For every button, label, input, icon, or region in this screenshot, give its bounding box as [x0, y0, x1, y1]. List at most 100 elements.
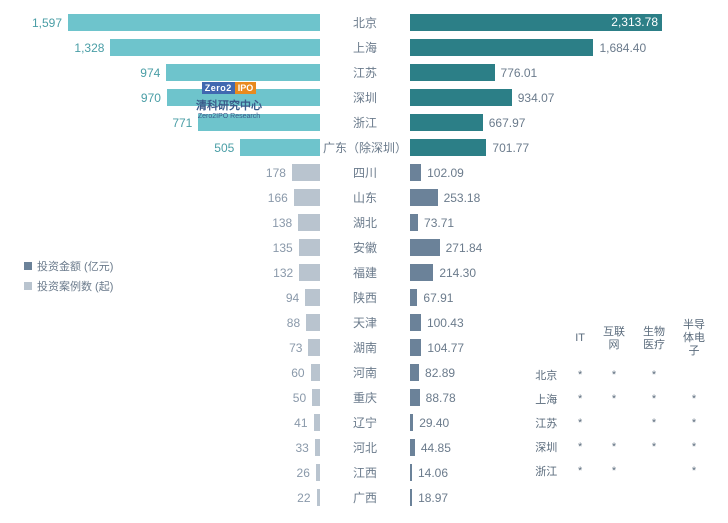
table-cell: *: [594, 459, 634, 483]
amount-value: 67.91: [423, 291, 453, 305]
cases-bar: [299, 264, 320, 281]
table-cell: [634, 459, 674, 483]
table-cell: *: [674, 459, 714, 483]
amount-value: 44.85: [421, 441, 451, 455]
table-cell: *: [634, 435, 674, 459]
cases-bar: [68, 14, 320, 31]
amount-bar: [410, 464, 412, 481]
cases-bar: [298, 214, 320, 231]
table-cell: *: [566, 363, 594, 387]
amount-bar: [410, 364, 419, 381]
amount-value: 82.89: [425, 366, 455, 380]
amount-value: 100.43: [427, 316, 464, 330]
amount-value: 18.97: [418, 491, 448, 505]
amount-bar: [410, 439, 415, 456]
cases-value: 33: [295, 441, 308, 455]
chart-row: 138湖北73.71: [0, 210, 728, 235]
sector-table: IT互联网生物医疗半导体电子北京***上海****江苏***深圳****浙江**…: [526, 315, 714, 483]
cases-bar: [166, 64, 320, 81]
chart-row: 970深圳934.07: [0, 85, 728, 110]
cases-bar: [198, 114, 320, 131]
table-cell: *: [566, 459, 594, 483]
cases-bar: [240, 139, 320, 156]
region-label: 广东（除深圳）: [320, 139, 410, 156]
cases-value: 60: [291, 366, 304, 380]
cases-bar: [317, 489, 320, 506]
table-row-header: 江苏: [526, 411, 566, 435]
cases-value: 138: [272, 216, 292, 230]
amount-value: 214.30: [439, 266, 476, 280]
table-column-header: IT: [566, 315, 594, 363]
legend-item: 投资案例数 (起): [24, 278, 113, 294]
chart-row: 1,597北京2,313.78: [0, 10, 728, 35]
cases-value: 1,597: [32, 16, 62, 30]
region-label: 河北: [320, 439, 410, 456]
amount-bar: [410, 239, 440, 256]
region-label: 重庆: [320, 389, 410, 406]
cases-bar: [311, 364, 320, 381]
region-label: 山东: [320, 189, 410, 206]
cases-bar: [299, 239, 320, 256]
cases-value: 73: [289, 341, 302, 355]
table-row-header: 北京: [526, 363, 566, 387]
cases-bar: [294, 189, 320, 206]
table-row: 上海****: [526, 387, 714, 411]
legend-swatch: [24, 262, 32, 270]
cases-value: 132: [273, 266, 293, 280]
amount-bar: [410, 289, 417, 306]
cases-bar: [306, 314, 320, 331]
amount-value: 29.40: [419, 416, 449, 430]
cases-value: 50: [293, 391, 306, 405]
cases-value: 88: [287, 316, 300, 330]
amount-bar: [410, 164, 421, 181]
table-cell: *: [634, 411, 674, 435]
chart-row: 135安徽271.84: [0, 235, 728, 260]
legend-item: 投资金额 (亿元): [24, 258, 113, 274]
region-label: 广西: [320, 489, 410, 506]
cases-value: 94: [286, 291, 299, 305]
cases-value: 41: [294, 416, 307, 430]
region-label: 浙江: [320, 114, 410, 131]
amount-bar: [410, 39, 593, 56]
region-label: 上海: [320, 39, 410, 56]
table-cell: *: [594, 387, 634, 411]
amount-bar: [410, 189, 438, 206]
chart-row: 771 浙江 667.97: [0, 110, 728, 135]
amount-value: 88.78: [426, 391, 456, 405]
amount-bar: 2,313.78: [410, 14, 662, 31]
cases-bar: [316, 464, 320, 481]
chart-row: 974江苏776.01: [0, 60, 728, 85]
table-column-header: 互联网: [594, 315, 634, 363]
cases-bar: [314, 414, 320, 431]
amount-value: 701.77: [492, 141, 529, 155]
cases-value: 166: [268, 191, 288, 205]
cases-value: 974: [140, 66, 160, 80]
table-row: 北京***: [526, 363, 714, 387]
table-row-header: 上海: [526, 387, 566, 411]
legend-text: 投资金额 (亿元): [37, 258, 113, 274]
cases-bar: [315, 439, 320, 456]
chart-row: 166 山东 253.18: [0, 185, 728, 210]
table-cell: *: [674, 387, 714, 411]
cases-value: 22: [297, 491, 310, 505]
cases-bar: [292, 164, 320, 181]
amount-value: 253.18: [444, 191, 481, 205]
table-header-row: IT互联网生物医疗半导体电子: [526, 315, 714, 363]
cases-bar: [308, 339, 320, 356]
chart-row: 178四川102.09: [0, 160, 728, 185]
table-row: 浙江***: [526, 459, 714, 483]
chart-row: 505广东（除深圳）701.77: [0, 135, 728, 160]
amount-value: 667.97: [489, 116, 526, 130]
legend-swatch: [24, 282, 32, 290]
region-label: 湖北: [320, 214, 410, 231]
amount-bar: [410, 114, 483, 131]
amount-value: 271.84: [446, 241, 483, 255]
legend: 投资金额 (亿元) 投资案例数 (起): [24, 258, 113, 298]
cases-value: 771: [172, 116, 192, 130]
table-cell: [594, 411, 634, 435]
table-cell: *: [634, 363, 674, 387]
region-label: 江苏: [320, 64, 410, 81]
cases-bar: [312, 389, 320, 406]
amount-bar: [410, 214, 418, 231]
table-row-header: 深圳: [526, 435, 566, 459]
